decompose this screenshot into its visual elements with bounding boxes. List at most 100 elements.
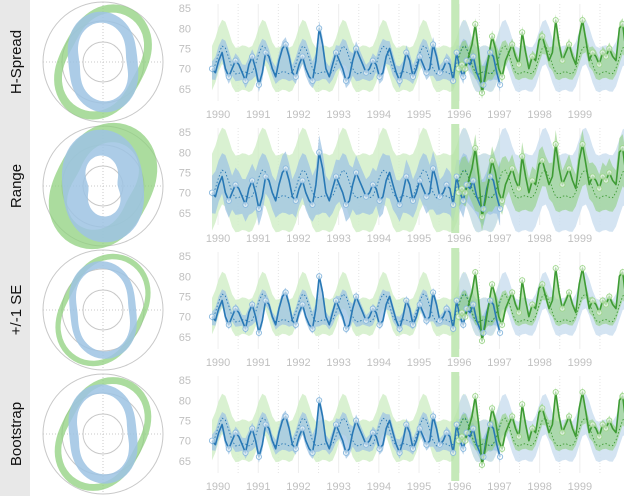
observed-point	[208, 65, 216, 72]
observed-point	[416, 425, 423, 432]
forecast-point	[458, 185, 465, 192]
observed-point	[460, 73, 467, 80]
observed-point	[460, 197, 467, 204]
forecast-point	[515, 433, 522, 440]
polar-plot	[42, 122, 164, 250]
observed-point	[497, 453, 504, 460]
forecast-point	[509, 413, 516, 420]
x-tick-label: 1995	[407, 481, 431, 493]
x-tick-label: 1990	[206, 233, 230, 245]
observed-point	[353, 293, 360, 300]
strip-label: Range	[8, 164, 25, 208]
forecast-point	[606, 169, 613, 176]
forecast-point	[515, 61, 522, 68]
x-tick-label: 1996	[447, 233, 471, 245]
observed-point	[430, 41, 437, 48]
observed-point	[262, 173, 269, 180]
observed-point	[430, 413, 437, 420]
x-tick-label: 1990	[206, 357, 230, 369]
observed-point	[363, 317, 370, 324]
forecast-point	[455, 437, 462, 444]
observed-point	[208, 313, 216, 320]
x-tick-label: 1991	[246, 357, 270, 369]
forecast-point	[529, 425, 536, 432]
observed-point	[232, 429, 239, 436]
observed-point	[396, 201, 403, 208]
forecast-point	[519, 401, 526, 408]
forecast-series-line	[457, 391, 624, 466]
forecast-point	[489, 405, 496, 412]
y-tick-label: 70	[179, 436, 191, 448]
forecast-point	[602, 425, 610, 432]
forecast-point	[489, 157, 496, 164]
forecast-point	[472, 145, 479, 152]
observed-point	[443, 305, 450, 312]
forecast-point	[606, 293, 613, 300]
forecast-fit-line	[458, 169, 624, 199]
observed-point	[369, 57, 376, 64]
observed-point	[480, 81, 487, 88]
observed-point	[450, 449, 457, 456]
observed-point	[416, 301, 423, 308]
forecast-point	[458, 433, 465, 440]
forecast-point	[619, 269, 624, 276]
forecast-point	[462, 437, 469, 444]
observed-point	[242, 449, 249, 456]
y-tick-label: 80	[179, 147, 191, 159]
forecast-point	[596, 433, 603, 440]
forecast-point	[539, 33, 546, 40]
observed-point	[416, 53, 423, 60]
forecast-point	[472, 21, 479, 28]
x-tick-label: 1998	[527, 109, 551, 121]
forecast-point	[552, 141, 559, 148]
observed-point	[299, 53, 306, 60]
observed-point	[249, 53, 256, 60]
observed-point	[460, 321, 467, 328]
observed-point	[292, 321, 299, 328]
forecast-point	[589, 421, 596, 428]
forecast-fit-line	[458, 293, 624, 323]
observed-point	[430, 165, 437, 172]
x-tick-label: 1996	[447, 109, 471, 121]
observed-point	[443, 57, 450, 64]
x-tick-label: 1991	[246, 481, 270, 493]
y-tick-label: 75	[179, 415, 191, 427]
observed-point	[453, 49, 460, 56]
observed-point	[232, 305, 239, 312]
observed-point	[436, 69, 443, 76]
forecast-point	[559, 57, 566, 64]
observed-point	[436, 317, 443, 324]
observed-point	[299, 301, 306, 308]
forecast-point	[519, 277, 526, 284]
forecast-point	[499, 321, 506, 328]
forecast-point	[566, 289, 573, 296]
forecast-point	[539, 157, 546, 164]
observed-point	[225, 197, 232, 204]
forecast-point	[552, 389, 559, 396]
observed-point	[487, 421, 494, 428]
forecast-point	[455, 189, 462, 196]
x-tick-label: 1999	[568, 357, 592, 369]
observed-point	[242, 77, 249, 84]
observed-point	[497, 81, 504, 88]
forecast-point	[458, 61, 465, 68]
forecast-point	[499, 73, 506, 80]
forecast-point	[579, 265, 586, 272]
x-tick-label: 1993	[326, 233, 350, 245]
observed-point	[453, 421, 460, 428]
observed-point	[282, 41, 289, 48]
observed-point	[342, 449, 350, 456]
forecast-point	[606, 417, 613, 424]
observed-point	[430, 289, 437, 296]
observed-point	[497, 329, 504, 336]
x-tick-label: 1992	[286, 109, 310, 121]
observed-point	[450, 201, 457, 208]
x-tick-label: 1993	[326, 481, 350, 493]
forecast-point	[589, 297, 596, 304]
observed-point	[423, 317, 430, 324]
forecast-point	[462, 65, 469, 72]
observed-point	[363, 69, 370, 76]
forecast-point	[529, 177, 536, 184]
